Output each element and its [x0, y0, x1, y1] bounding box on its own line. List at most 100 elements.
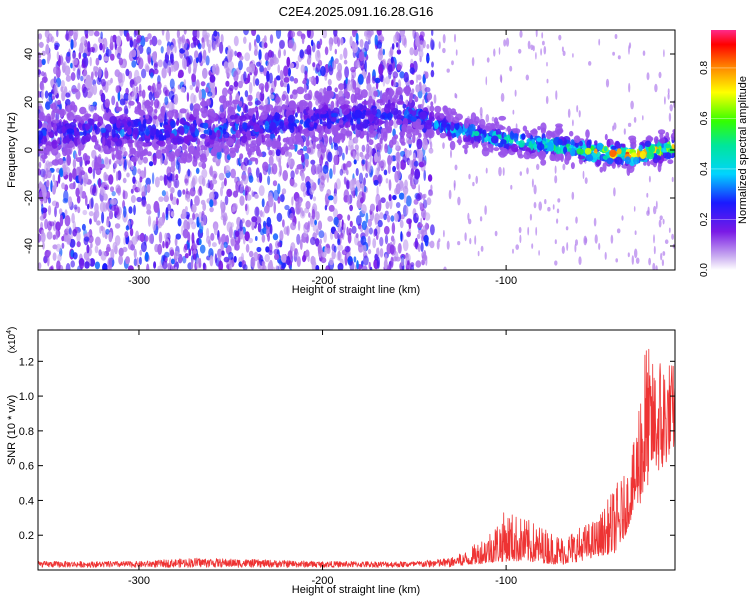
noise-blob: [613, 187, 616, 197]
noise-blob: [409, 67, 415, 74]
noise-blob: [426, 55, 430, 62]
noise-blob: [316, 43, 322, 50]
signal-blob: [435, 122, 439, 128]
noise-blob: [248, 42, 252, 52]
noise-blob: [428, 147, 434, 154]
noise-blob: [370, 30, 374, 36]
noise-blob: [147, 33, 152, 40]
noise-blob: [297, 220, 301, 231]
noise-blob: [104, 67, 108, 79]
noise-blob: [379, 212, 384, 220]
noise-blob: [610, 234, 614, 244]
noise-blob: [249, 63, 256, 74]
signal-blob: [577, 155, 586, 160]
noise-blob: [535, 226, 538, 236]
noise-blob: [317, 49, 320, 59]
noise-blob: [340, 37, 344, 46]
noise-blob: [42, 84, 45, 91]
noise-blob: [343, 59, 348, 65]
noise-blob: [152, 51, 157, 63]
noise-blob: [259, 91, 265, 102]
noise-blob: [593, 217, 597, 227]
noise-blob: [175, 173, 179, 181]
noise-blob: [401, 34, 407, 46]
signal-blob: [334, 133, 342, 143]
signal-blob: [189, 123, 196, 133]
noise-blob: [310, 39, 314, 47]
noise-blob: [259, 65, 264, 73]
noise-blob: [99, 186, 104, 195]
noise-blob: [68, 30, 74, 37]
noise-blob: [187, 244, 190, 251]
noise-blob: [494, 230, 498, 237]
noise-blob: [280, 254, 287, 263]
noise-blob: [312, 196, 317, 202]
noise-blob: [404, 149, 411, 159]
noise-blob: [353, 256, 357, 263]
signal-blob: [401, 123, 407, 133]
signal-blob: [193, 109, 198, 118]
noise-blob: [213, 223, 218, 236]
noise-blob: [667, 92, 670, 100]
noise-blob: [41, 203, 44, 215]
signal-blob: [564, 156, 570, 165]
noise-blob: [114, 223, 121, 229]
noise-blob: [65, 263, 71, 270]
noise-blob: [635, 257, 640, 264]
signal-blob: [203, 129, 209, 134]
noise-blob: [282, 219, 285, 228]
signal-blob: [639, 151, 647, 159]
noise-blob: [252, 75, 256, 87]
colorbar-ticks: 0.00.20.40.60.8: [699, 61, 736, 277]
noise-blob: [135, 86, 139, 93]
noise-blob: [289, 62, 295, 69]
noise-blob: [269, 34, 274, 44]
noise-blob: [395, 202, 401, 208]
noise-blob: [271, 163, 278, 175]
noise-blob: [61, 182, 66, 190]
noise-blob: [242, 264, 248, 270]
noise-blob: [268, 249, 273, 256]
signal-blob: [146, 151, 152, 157]
noise-blob: [388, 179, 392, 191]
noise-blob: [110, 53, 115, 61]
noise-blob: [317, 220, 323, 231]
noise-blob: [194, 50, 199, 60]
noise-blob: [339, 53, 343, 61]
signal-blob: [296, 106, 300, 114]
signal-blob: [61, 125, 66, 134]
noise-blob: [100, 31, 103, 40]
noise-blob: [562, 50, 566, 56]
noise-blob: [584, 237, 588, 244]
noise-blob: [169, 192, 174, 201]
noise-blob: [165, 213, 169, 221]
noise-blob: [82, 209, 88, 216]
noise-blob: [91, 149, 97, 159]
noise-blob: [469, 237, 472, 245]
signal-blob: [439, 113, 445, 119]
signal-blob: [274, 111, 280, 122]
noise-blob: [289, 76, 295, 82]
signal-blob: [335, 93, 339, 100]
signal-blob: [307, 109, 315, 115]
noise-blob: [125, 256, 130, 265]
noise-blob: [55, 201, 60, 209]
noise-blob: [40, 71, 45, 77]
noise-blob: [349, 36, 353, 47]
noise-blob: [65, 30, 69, 42]
signal-blob: [269, 121, 277, 131]
noise-blob: [379, 248, 384, 258]
noise-blob: [400, 231, 403, 242]
noise-blob: [554, 165, 557, 174]
noise-blob: [346, 180, 350, 190]
noise-blob: [87, 166, 93, 174]
noise-blob: [416, 213, 419, 218]
noise-blob: [420, 229, 424, 237]
noise-blob: [79, 186, 83, 199]
noise-blob: [245, 194, 252, 201]
noise-blob: [153, 99, 160, 109]
noise-blob: [207, 91, 213, 97]
signal-blob: [529, 154, 537, 159]
noise-blob: [95, 209, 100, 219]
noise-blob: [364, 60, 367, 72]
